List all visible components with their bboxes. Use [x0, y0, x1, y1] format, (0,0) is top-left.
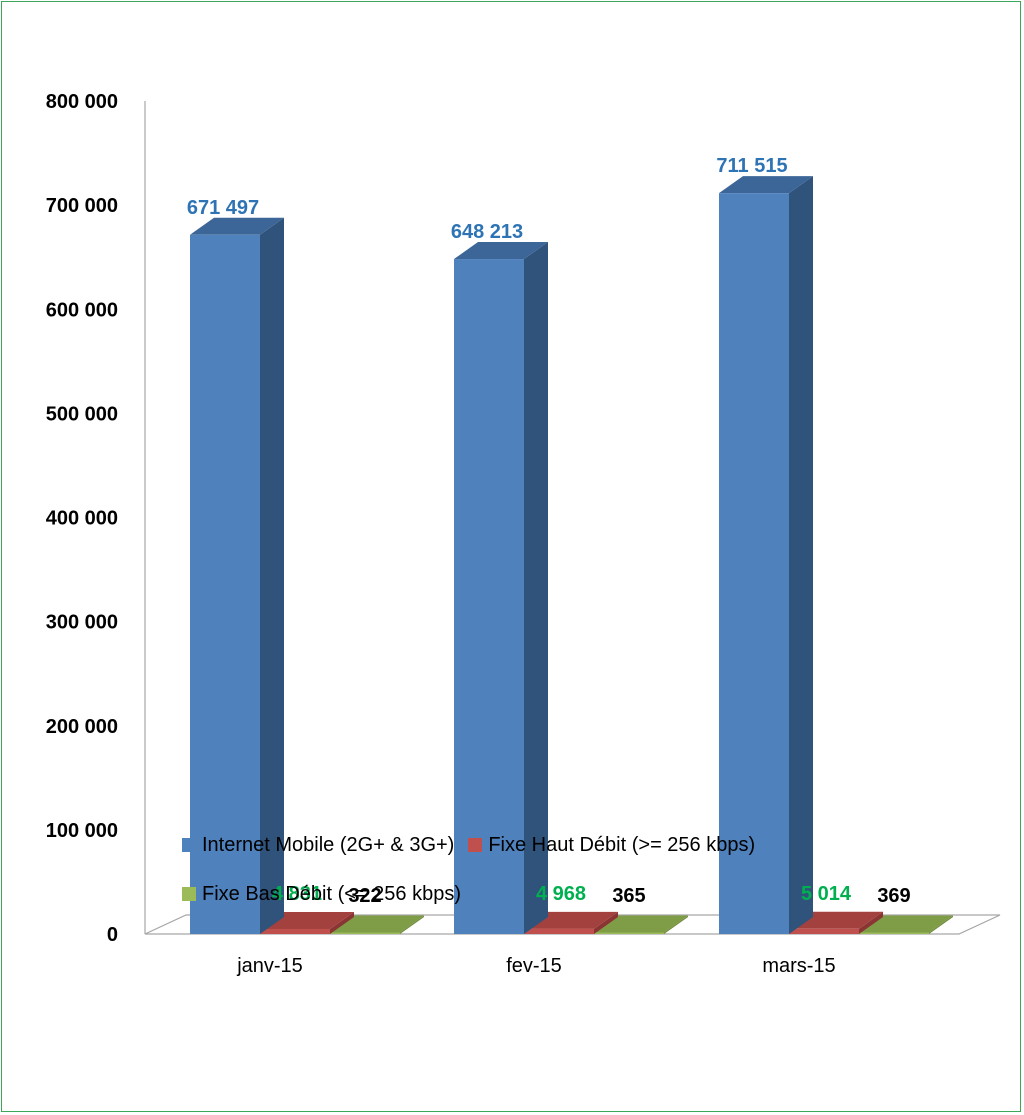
bar-front — [260, 928, 330, 934]
bar-internet-mobile-2g-3g-fev-15 — [454, 242, 548, 934]
y-tick-label: 600 000 — [46, 299, 118, 321]
legend-label-internet-mobile: Internet Mobile (2G+ & 3G+) — [202, 833, 455, 856]
data-label: 369 — [877, 885, 910, 907]
bar-side — [789, 176, 813, 934]
y-tick-label: 0 — [107, 924, 118, 946]
bar-top — [859, 915, 953, 933]
data-label: 711 515 — [716, 155, 787, 177]
bar-front — [594, 932, 664, 934]
bar-front — [190, 234, 260, 935]
y-tick-label: 700 000 — [46, 195, 118, 217]
bar-fixe-bas-d-bit-256-kbps-janv-15 — [330, 915, 424, 934]
bar-front — [330, 932, 400, 934]
legend-item-fixe-haut-debit: Fixe Haut Débit (>= 256 kbps) — [468, 834, 755, 857]
bar-top — [190, 217, 284, 235]
bar-internet-mobile-2g-3g-mars-15 — [719, 176, 813, 934]
bar-side — [400, 915, 424, 934]
x-tick-label: fev-15 — [506, 955, 562, 977]
data-label: 648 213 — [451, 221, 523, 243]
bar-front — [719, 193, 789, 934]
bar-front — [454, 259, 524, 934]
legend-item-fixe-bas-debit: Fixe Bas Débit (<= 256 kbps) — [182, 883, 461, 906]
legend-swatch-fixe-haut-debit — [468, 838, 483, 852]
floor-plane — [144, 914, 1001, 935]
bar-side — [524, 242, 548, 934]
bar-top — [719, 176, 813, 194]
bar-side — [664, 915, 688, 934]
legend-label-fixe-haut-debit: Fixe Haut Débit (>= 256 kbps) — [488, 833, 756, 856]
y-tick-label: 800 000 — [46, 91, 118, 113]
bar-front — [524, 928, 594, 934]
x-tick-label: janv-15 — [236, 955, 303, 977]
legend-swatch-fixe-bas-debit — [182, 887, 196, 901]
x-tick-label: mars-15 — [762, 955, 835, 977]
bar-internet-mobile-2g-3g-janv-15 — [190, 217, 284, 935]
data-label: 671 497 — [187, 197, 259, 219]
legend: Internet Mobile (2G+ & 3G+) Fixe Haut Dé… — [182, 830, 902, 928]
bar-side — [859, 911, 883, 934]
bar-side — [260, 217, 284, 935]
bar-front — [859, 932, 929, 934]
bar-side — [929, 915, 953, 934]
bar-side — [330, 911, 354, 934]
bar-top — [594, 915, 688, 933]
legend-item-internet-mobile: Internet Mobile (2G+ & 3G+) — [182, 834, 454, 857]
bar-side — [594, 911, 618, 934]
legend-row-2: Fixe Bas Débit (<= 256 kbps) — [182, 879, 902, 909]
y-tick-label: 400 000 — [46, 508, 118, 530]
y-tick-label: 100 000 — [46, 820, 118, 842]
y-tick-label: 200 000 — [46, 716, 118, 738]
data-label: 4 831 — [272, 883, 322, 905]
bar-front — [789, 928, 859, 934]
data-label: 365 — [612, 885, 645, 907]
data-label: 5 014 — [801, 883, 852, 905]
bar-fixe-bas-d-bit-256-kbps-fev-15 — [594, 915, 688, 934]
legend-swatch-internet-mobile — [182, 838, 196, 852]
bar-top — [330, 915, 424, 933]
legend-row-1: Internet Mobile (2G+ & 3G+) Fixe Haut Dé… — [182, 830, 902, 860]
y-tick-label: 300 000 — [46, 612, 118, 634]
legend-label-fixe-bas-debit: Fixe Bas Débit (<= 256 kbps) — [202, 882, 462, 905]
data-label: 4 968 — [536, 883, 586, 905]
data-label: 322 — [348, 885, 381, 907]
bar-fixe-bas-d-bit-256-kbps-mars-15 — [859, 915, 953, 934]
bar-top — [454, 242, 548, 260]
y-tick-label: 500 000 — [46, 403, 118, 425]
